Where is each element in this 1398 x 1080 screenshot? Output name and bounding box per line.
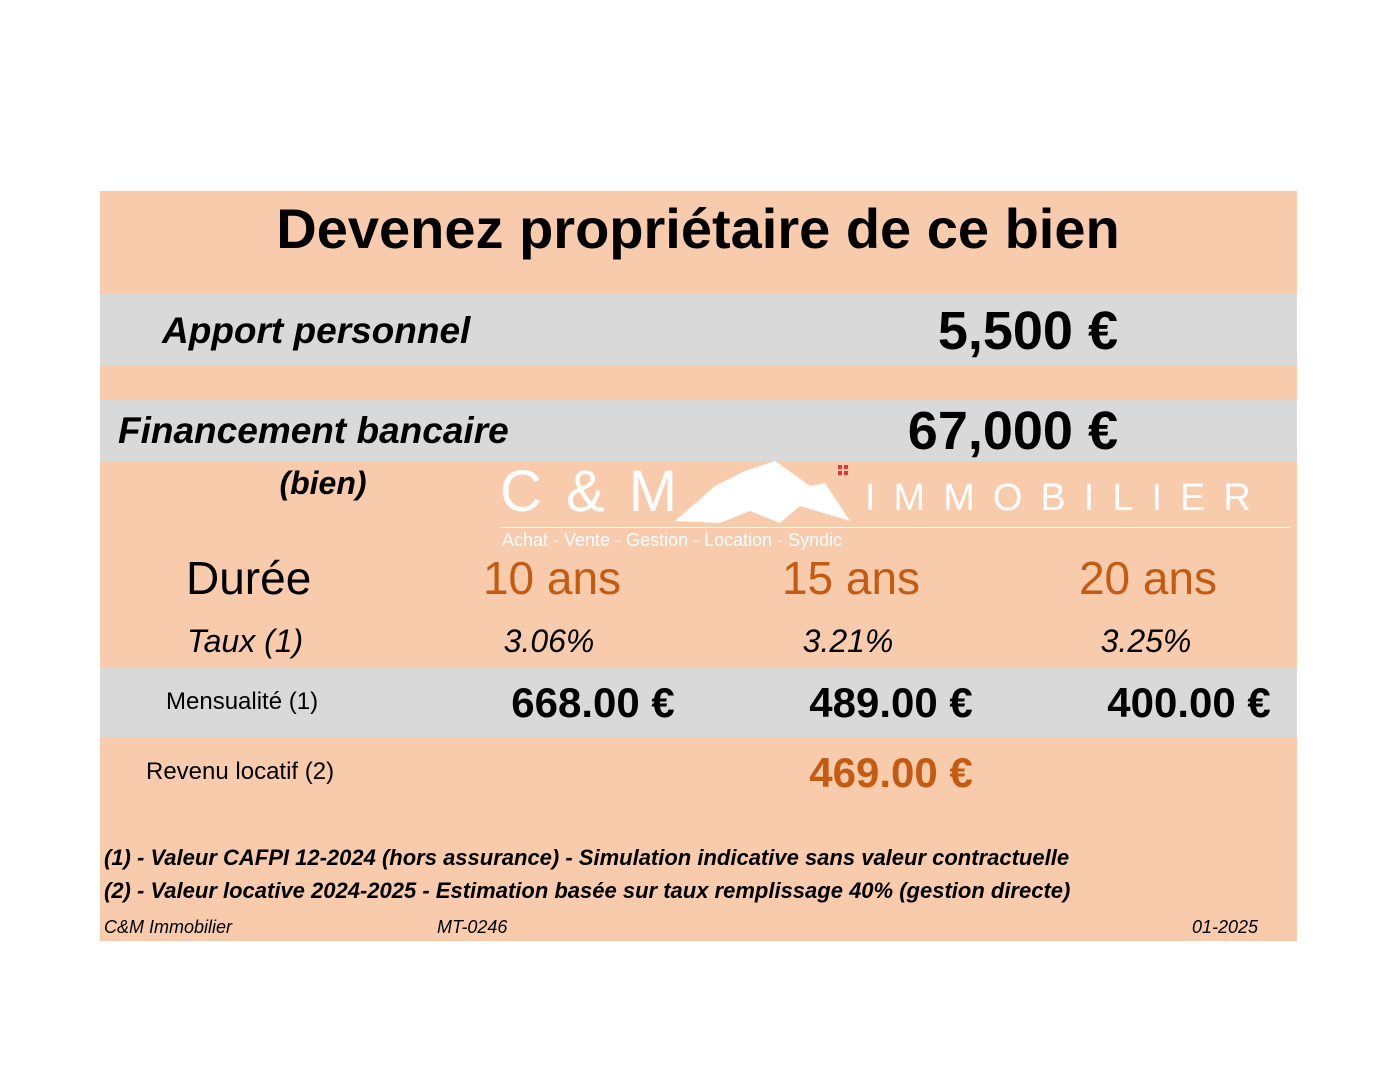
- mensualite-15: 489.00 €: [809, 679, 973, 726]
- logo-word: IMMOBILIER: [865, 477, 1269, 519]
- footnote-2: (2) - Valeur locative 2024-2025 - Estima…: [104, 878, 1071, 903]
- mensualite-20: 400.00 €: [1107, 679, 1271, 726]
- financement-sublabel: (bien): [279, 465, 367, 501]
- taux-10: 3.06%: [503, 623, 595, 659]
- duree-label: Durée: [186, 552, 312, 604]
- company-logo: C & M IMMOBILIER Achat - Vente - Gestion…: [500, 461, 1290, 553]
- footer-reference: MT-0246: [437, 917, 508, 937]
- financement-value: 67,000 €: [907, 401, 1118, 461]
- financement-band: [100, 400, 1297, 461]
- financement-label: Financement bancaire: [118, 410, 509, 451]
- footer-date: 01-2025: [1191, 917, 1258, 937]
- duree-15: 15 ans: [781, 552, 921, 604]
- footer-company: C&M Immobilier: [104, 917, 233, 937]
- financing-panel: Devenez propriétaire de ce bien Apport p…: [100, 191, 1297, 941]
- logo-tagline: Achat - Vente - Gestion - Location - Syn…: [502, 530, 843, 550]
- logo-divider: [500, 527, 1290, 528]
- duree-10: 10 ans: [482, 552, 622, 604]
- duree-20: 20 ans: [1078, 552, 1218, 604]
- logo-brand: C & M: [500, 459, 682, 524]
- page-title: Devenez propriétaire de ce bien: [276, 197, 1120, 260]
- revenu-value: 469.00 €: [809, 749, 973, 796]
- mountain-icon: [675, 461, 850, 523]
- apport-band: [100, 294, 1297, 366]
- apport-value: 5,500 €: [937, 301, 1118, 361]
- apport-label: Apport personnel: [162, 310, 471, 351]
- footnote-1: (1) - Valeur CAFPI 12-2024 (hors assuran…: [104, 845, 1070, 870]
- taux-20: 3.25%: [1100, 623, 1192, 659]
- taux-15: 3.21%: [802, 623, 894, 659]
- mensualite-band: [100, 668, 1297, 737]
- revenu-label: Revenu locatif (2): [146, 758, 335, 785]
- mensualite-10: 668.00 €: [511, 679, 675, 726]
- taux-label: Taux (1): [187, 623, 304, 659]
- mensualite-label: Mensualité (1): [166, 688, 319, 715]
